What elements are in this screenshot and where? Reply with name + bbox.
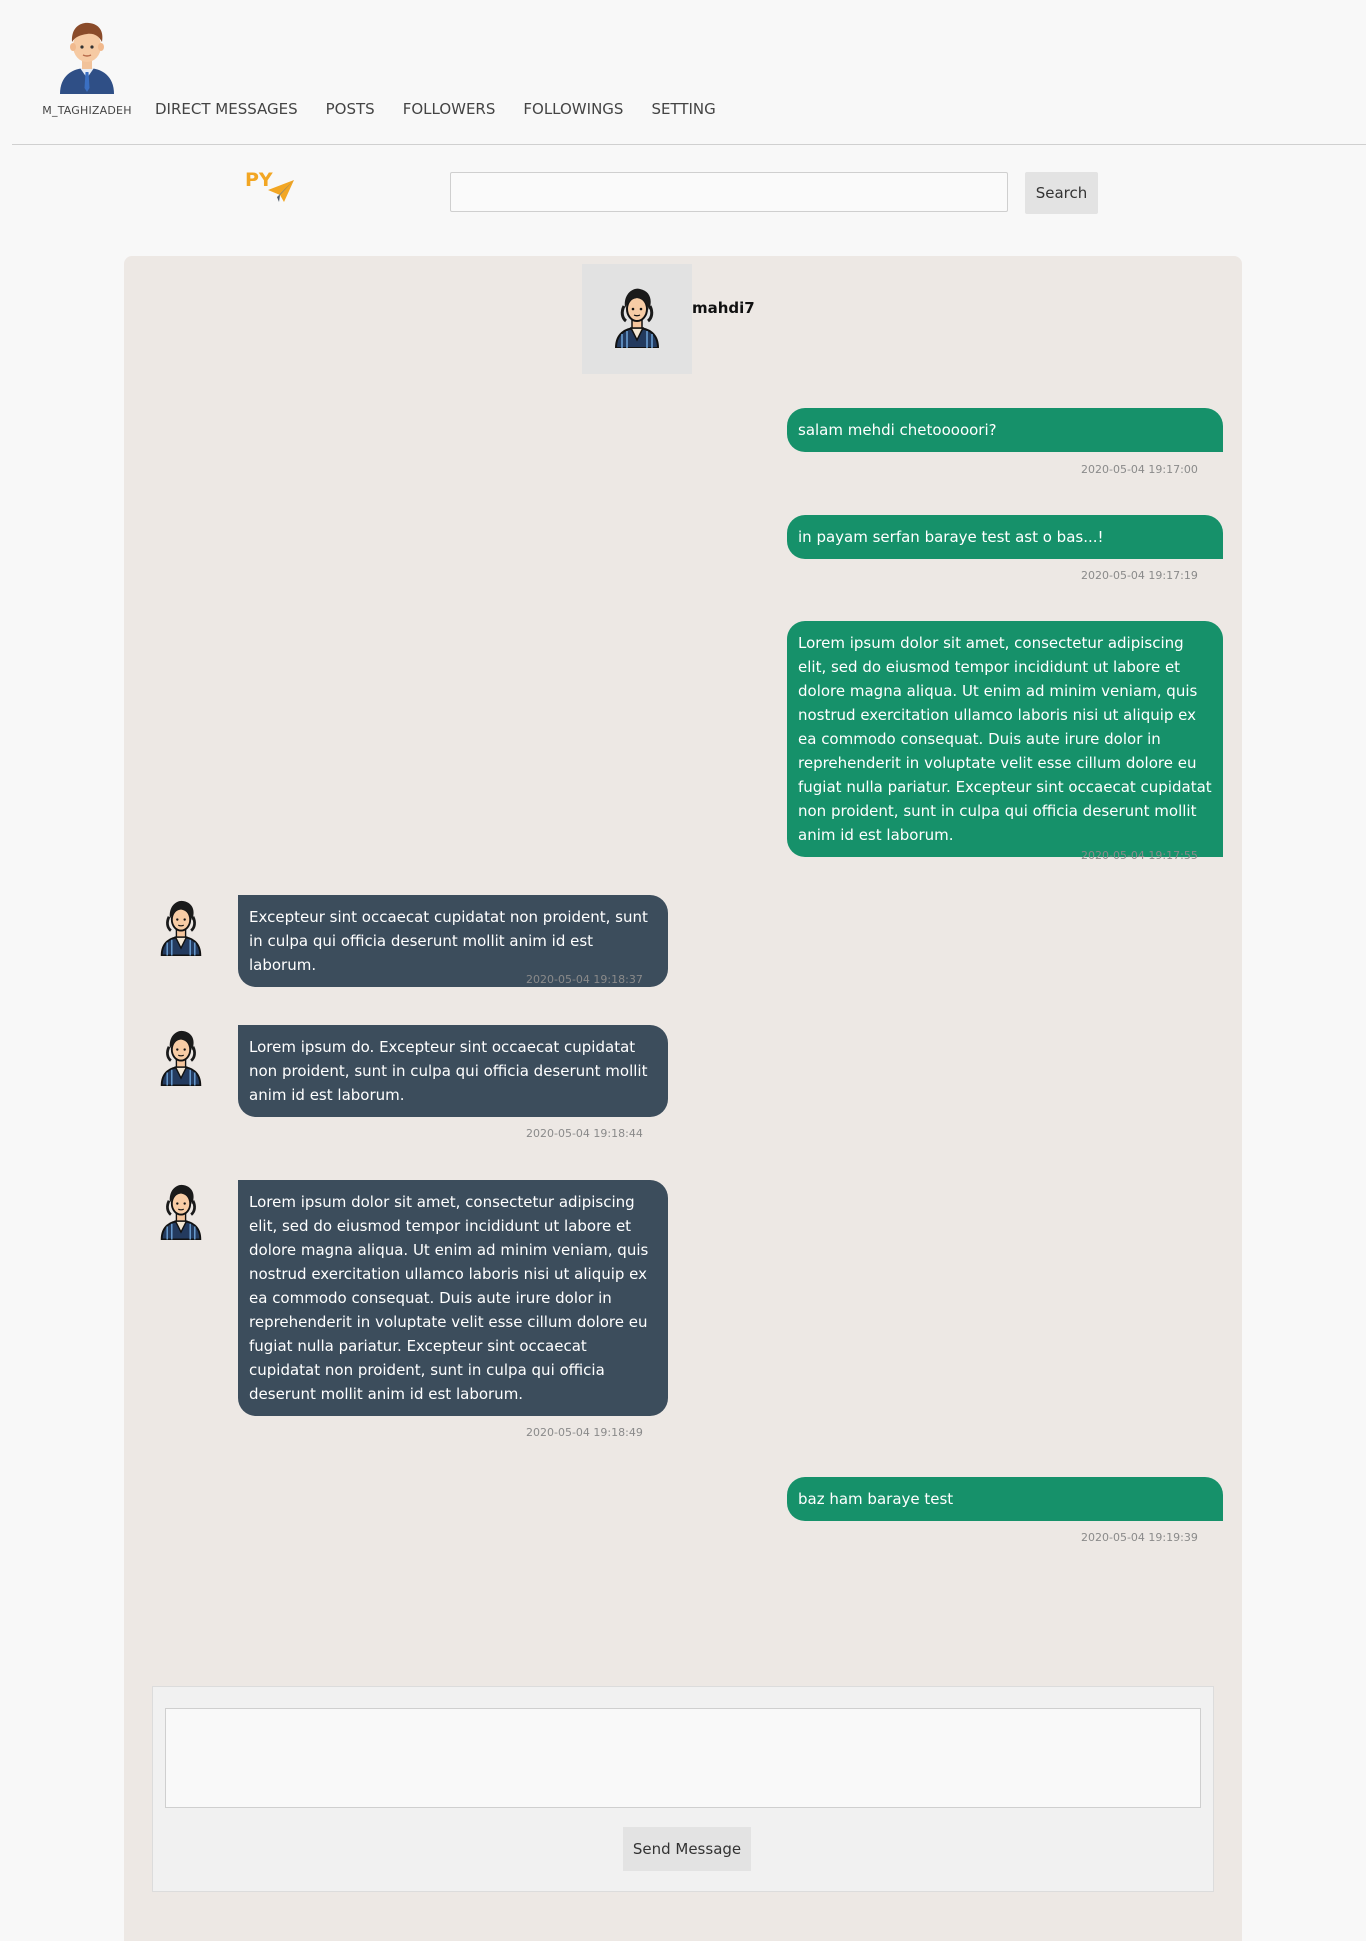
message-timestamp: 2020-05-04 19:18:44 xyxy=(526,1127,643,1140)
main-menu: DIRECT MESSAGES POSTS FOLLOWERS FOLLOWIN… xyxy=(155,100,744,118)
compose-box: Send Message xyxy=(152,1686,1214,1892)
nav-posts[interactable]: POSTS xyxy=(325,100,375,118)
message-received: Excepteur sint occaecat cupidatat non pr… xyxy=(238,895,668,987)
message-bubble[interactable]: Lorem ipsum dolor sit amet, consectetur … xyxy=(787,621,1223,857)
search-input[interactable] xyxy=(450,172,1008,212)
profile-username: M_TAGHIZADEH xyxy=(42,104,132,117)
message-bubble[interactable]: baz ham baraye test xyxy=(787,1477,1223,1521)
chat-panel: mahdi7 salam mehdi chetooooori? 2020-05-… xyxy=(124,256,1242,1941)
message-bubble[interactable]: salam mehdi chetooooori? xyxy=(787,408,1223,452)
message-timestamp: 2020-05-04 19:19:39 xyxy=(1081,1531,1198,1544)
message-timestamp: 2020-05-04 19:17:00 xyxy=(1081,463,1198,476)
nav-setting[interactable]: SETTING xyxy=(651,100,716,118)
logo-text: PY xyxy=(245,169,273,191)
nav-direct-messages[interactable]: DIRECT MESSAGES xyxy=(155,100,298,118)
message-received: Lorem ipsum dolor sit amet, consectetur … xyxy=(238,1180,668,1416)
paper-plane-icon xyxy=(268,180,294,202)
nav-followings[interactable]: FOLLOWINGS xyxy=(523,100,624,118)
chat-header: mahdi7 xyxy=(582,264,762,374)
message-bubble[interactable]: in payam serfan baraye test ast o bas...… xyxy=(787,515,1223,559)
send-message-button[interactable]: Send Message xyxy=(623,1827,751,1871)
contact-avatar-icon xyxy=(614,288,660,348)
message-input[interactable] xyxy=(165,1708,1201,1808)
message-sent: baz ham baraye test xyxy=(787,1477,1223,1521)
message-timestamp: 2020-05-04 19:18:49 xyxy=(526,1426,643,1439)
message-bubble[interactable]: Excepteur sint occaecat cupidatat non pr… xyxy=(238,895,668,987)
message-sent: salam mehdi chetooooori? xyxy=(787,408,1223,452)
search-button[interactable]: Search xyxy=(1025,172,1098,214)
nav-followers[interactable]: FOLLOWERS xyxy=(402,100,496,118)
message-sent: in payam serfan baraye test ast o bas...… xyxy=(787,515,1223,559)
top-navigation: M_TAGHIZADEH DIRECT MESSAGES POSTS FOLLO… xyxy=(12,0,1366,145)
contact-avatar-icon[interactable] xyxy=(158,1026,204,1086)
contact-avatar-icon[interactable] xyxy=(158,1180,204,1240)
message-received: Lorem ipsum do. Excepteur sint occaecat … xyxy=(238,1025,668,1117)
profile[interactable]: M_TAGHIZADEH xyxy=(30,16,144,117)
message-timestamp: 2020-05-04 19:17:55 xyxy=(1081,849,1198,862)
message-sent: Lorem ipsum dolor sit amet, consectetur … xyxy=(787,621,1223,857)
message-bubble[interactable]: Lorem ipsum dolor sit amet, consectetur … xyxy=(238,1180,668,1416)
user-avatar-icon[interactable] xyxy=(54,16,120,94)
logo[interactable]: PY xyxy=(244,166,300,206)
contact-name[interactable]: mahdi7 xyxy=(692,299,755,317)
message-timestamp: 2020-05-04 19:17:19 xyxy=(1081,569,1198,582)
contact-avatar[interactable] xyxy=(582,264,692,374)
contact-avatar-icon[interactable] xyxy=(158,896,204,956)
message-timestamp: 2020-05-04 19:18:37 xyxy=(526,973,643,986)
message-bubble[interactable]: Lorem ipsum do. Excepteur sint occaecat … xyxy=(238,1025,668,1117)
